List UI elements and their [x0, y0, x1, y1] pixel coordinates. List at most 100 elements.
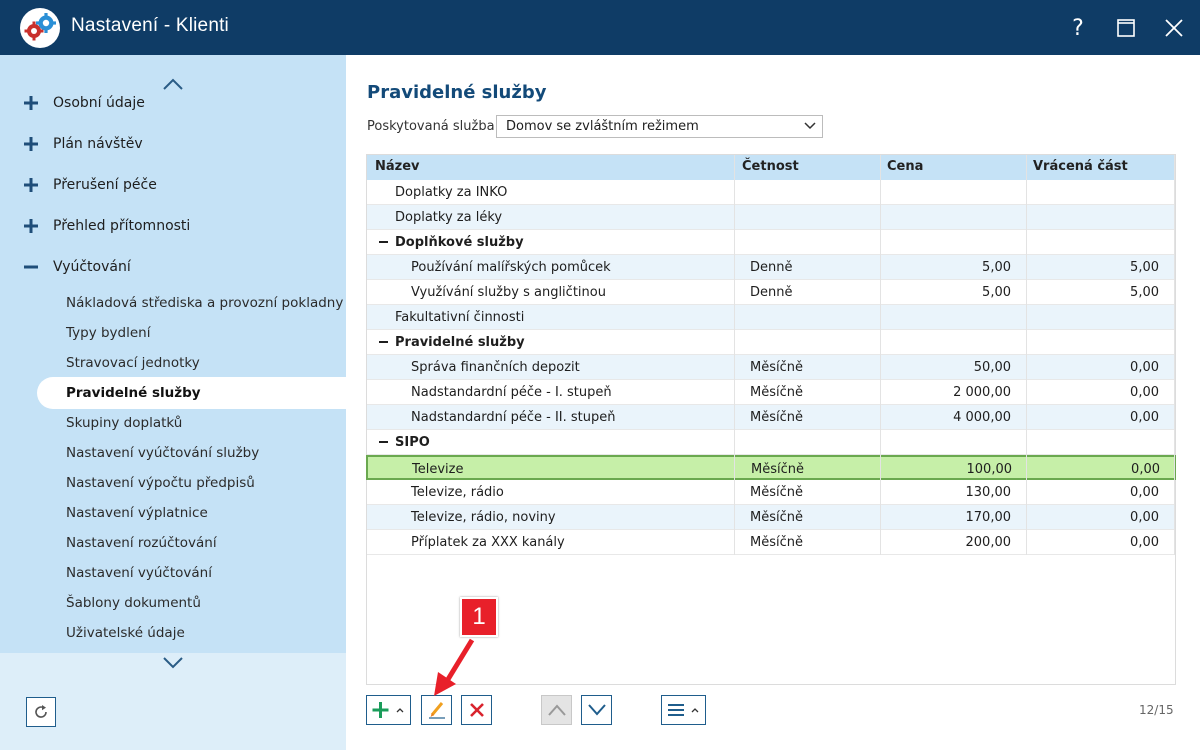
column-divider — [734, 155, 735, 555]
cell-name: Využívání služby s angličtinou — [411, 285, 606, 300]
cell-name: Správa finančních depozit — [411, 360, 580, 375]
plus-icon — [24, 96, 38, 110]
cell-price: 5,00 — [982, 285, 1011, 300]
window-title: Nastavení - Klienti — [71, 15, 229, 36]
sidebar-item-sablony-dokumentu[interactable]: Šablony dokumentů — [66, 595, 201, 611]
cell-name: SIPO — [395, 435, 430, 450]
sidebar-group-plan-navstev[interactable]: Plán návštěv — [0, 124, 346, 165]
sidebar-group-prehled-pritomnosti[interactable]: Přehled přítomnosti — [0, 206, 346, 247]
service-select[interactable]: Domov se zvláštním režimem — [496, 115, 823, 138]
table-row[interactable]: Využívání služby s angličtinou Denně 5,00 5… — [367, 280, 1175, 305]
cell-refund: 5,00 — [1130, 285, 1159, 300]
plus-icon — [24, 137, 38, 151]
sidebar-item-nastaveni-rozuctovani[interactable]: Nastavení rozúčtování — [66, 535, 217, 551]
chevron-down-icon — [587, 704, 606, 716]
cell-name: Pravidelné služby — [395, 335, 525, 350]
app-gears-icon — [20, 8, 60, 48]
sidebar-scroll-down[interactable] — [162, 656, 184, 674]
maximize-button[interactable] — [1110, 12, 1142, 44]
sidebar-item-uzivatelske-udaje[interactable]: Uživatelské údaje — [66, 625, 185, 641]
sidebar: Osobní údaje Plán návštěv Přerušení péče… — [0, 55, 346, 750]
chevron-up-icon — [547, 704, 566, 716]
add-button[interactable] — [366, 695, 411, 725]
column-header-refund[interactable]: Vrácená část — [1033, 159, 1128, 174]
table-row[interactable]: Nadstandardní péče - II. stupeň Měsíčně 4 … — [367, 405, 1175, 430]
table-row[interactable]: Používání malířských pomůcek Denně 5,00 5,0… — [367, 255, 1175, 280]
sidebar-item-nakladova-strediska[interactable]: Nákladová střediska a provozní pokladny — [66, 295, 344, 311]
cell-name: Televize, rádio — [411, 485, 504, 500]
sidebar-item-nastaveni-vypoctu-predpisu[interactable]: Nastavení výpočtu předpisů — [66, 475, 255, 491]
table-group-row[interactable]: SIPO — [367, 430, 1175, 455]
table-row[interactable]: Doplatky za léky — [367, 205, 1175, 230]
move-up-button[interactable] — [541, 695, 572, 725]
table-row[interactable]: Správa finančních depozit Měsíčně 50,00 0,0… — [367, 355, 1175, 380]
cell-name: Doplňkové služby — [395, 235, 524, 250]
sidebar-group-preruseni-pece[interactable]: Přerušení péče — [0, 165, 346, 206]
sidebar-item-pravidelne-sluzby[interactable] — [37, 377, 346, 409]
table-group-row[interactable]: Pravidelné služby — [367, 330, 1175, 355]
table-row[interactable]: Doplatky za INKO — [367, 180, 1175, 205]
plus-icon — [372, 702, 403, 718]
table-row[interactable]: Nadstandardní péče - I. stupeň Měsíčně 2 0… — [367, 380, 1175, 405]
cell-frequency: Měsíčně — [750, 360, 803, 375]
help-button[interactable]: ? — [1072, 15, 1084, 41]
menu-icon — [667, 704, 698, 716]
collapse-minus-icon[interactable] — [379, 341, 388, 343]
cell-frequency: Měsíčně — [750, 535, 803, 550]
sidebar-item-label-active: Pravidelné služby — [66, 385, 201, 401]
cell-frequency: Denně — [750, 285, 793, 300]
table-row[interactable]: Fakultativní činnosti — [367, 305, 1175, 330]
refresh-icon — [35, 705, 47, 718]
cell-name: Fakultativní činnosti — [395, 310, 525, 325]
table-row[interactable]: Příplatek za XXX kanály Měsíčně 200,00 0,00 — [367, 530, 1175, 555]
cell-frequency: Měsíčně — [750, 410, 803, 425]
sidebar-nav: Osobní údaje Plán návštěv Přerušení péče… — [0, 55, 346, 653]
page-title: Pravidelné služby — [367, 82, 547, 103]
cell-refund: 0,00 — [1130, 485, 1159, 500]
record-counter: 12/15 — [1139, 703, 1174, 717]
cell-name: Nadstandardní péče - I. stupeň — [411, 385, 612, 400]
cell-price: 130,00 — [965, 485, 1012, 500]
cell-name: Příplatek za XXX kanály — [411, 535, 565, 550]
cell-refund: 0,00 — [1130, 360, 1159, 375]
column-header-name[interactable]: Název — [375, 159, 420, 174]
table-group-row[interactable]: Doplňkové služby — [367, 230, 1175, 255]
sidebar-item-nastaveni-vyplatnice[interactable]: Nastavení výplatnice — [66, 505, 208, 521]
sidebar-item-skupiny-doplatku[interactable]: Skupiny doplatků — [66, 415, 183, 431]
sidebar-group-vyuctovani[interactable]: Vyúčtování — [0, 247, 346, 288]
table-row[interactable]: Televize, rádio, noviny Měsíčně 170,00 0,00 — [367, 505, 1175, 530]
cell-name: Nadstandardní péče - II. stupeň — [411, 410, 616, 425]
cell-name: Používání malířských pomůcek — [411, 260, 611, 275]
table-row[interactable]: Televize Měsíčně 100,00 0,00 — [366, 455, 1176, 480]
cell-price: 100,00 — [966, 462, 1013, 477]
sidebar-group-label: Osobní údaje — [53, 95, 145, 111]
more-menu-button[interactable] — [661, 695, 706, 725]
table-row[interactable]: Televize, rádio Měsíčně 130,00 0,00 — [367, 480, 1175, 505]
cell-name: Doplatky za léky — [395, 210, 503, 225]
cell-refund: 5,00 — [1130, 260, 1159, 275]
sidebar-group-label: Přerušení péče — [53, 177, 157, 193]
edit-button[interactable] — [421, 695, 452, 725]
collapse-minus-icon[interactable] — [379, 241, 388, 243]
sidebar-group-label: Vyúčtování — [53, 259, 131, 275]
column-divider — [1026, 155, 1027, 555]
sidebar-item-nastaveni-vyuctovani[interactable]: Nastavení vyúčtování — [66, 565, 212, 581]
column-header-price[interactable]: Cena — [887, 159, 924, 174]
chevron-down-icon — [804, 122, 816, 130]
collapse-minus-icon[interactable] — [379, 441, 388, 443]
column-header-frequency[interactable]: Četnost — [742, 159, 799, 174]
services-table: Název Četnost Cena Vrácená část Doplatky… — [366, 154, 1176, 685]
cell-name: Televize — [412, 462, 464, 477]
close-button[interactable] — [1158, 12, 1190, 44]
cell-frequency: Měsíčně — [751, 462, 804, 477]
sidebar-group-osobni-udaje[interactable]: Osobní údaje — [0, 83, 346, 124]
maximize-icon — [1117, 19, 1135, 37]
sidebar-scroll-up[interactable] — [162, 77, 184, 95]
move-down-button[interactable] — [581, 695, 612, 725]
sidebar-item-nastaveni-vyuctovani-sluzby[interactable]: Nastavení vyúčtování služby — [66, 445, 260, 461]
sidebar-item-stravovaci-jednotky[interactable]: Stravovací jednotky — [66, 355, 200, 371]
refresh-button[interactable] — [26, 697, 56, 727]
sidebar-item-typy-bydleni[interactable]: Typy bydlení — [66, 325, 151, 341]
cell-name: Televize, rádio, noviny — [411, 510, 556, 525]
delete-button[interactable] — [461, 695, 492, 725]
